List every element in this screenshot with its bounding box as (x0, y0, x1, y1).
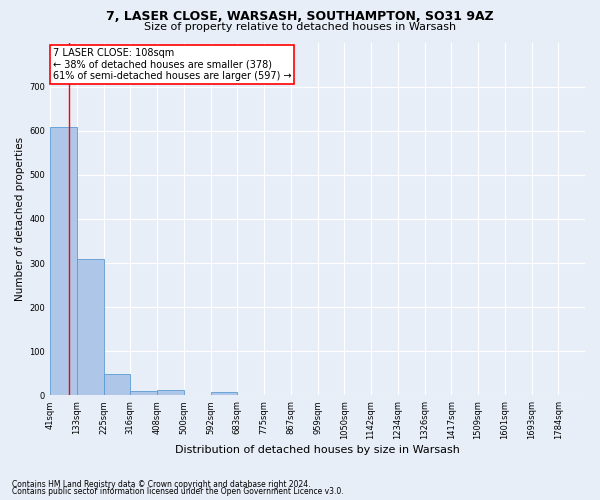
Bar (77, 258, 104, 396)
Text: Contains public sector information licensed under the Open Government Licence v3: Contains public sector information licen… (12, 488, 344, 496)
Text: 7, LASER CLOSE, WARSASH, SOUTHAMPTON, SO31 9AZ: 7, LASER CLOSE, WARSASH, SOUTHAMPTON, SO… (106, 10, 494, 23)
X-axis label: Distribution of detached houses by size in Warsash: Distribution of detached houses by size … (175, 445, 460, 455)
Text: Size of property relative to detached houses in Warsash: Size of property relative to detached ho… (144, 22, 456, 32)
Bar (104, 374, 130, 396)
Bar (130, 390, 157, 396)
Text: Contains HM Land Registry data © Crown copyright and database right 2024.: Contains HM Land Registry data © Crown c… (12, 480, 311, 489)
Text: 7 LASER CLOSE: 108sqm
← 38% of detached houses are smaller (378)
61% of semi-det: 7 LASER CLOSE: 108sqm ← 38% of detached … (53, 48, 291, 81)
Bar (211, 392, 238, 396)
Y-axis label: Number of detached properties: Number of detached properties (15, 137, 25, 301)
Bar (50, 127, 77, 396)
Bar (157, 390, 184, 396)
